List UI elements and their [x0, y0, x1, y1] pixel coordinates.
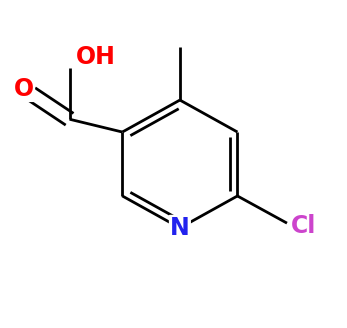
Text: N: N — [170, 216, 190, 240]
Text: O: O — [14, 77, 34, 101]
Text: Cl: Cl — [291, 214, 316, 238]
Text: OH: OH — [76, 45, 116, 69]
